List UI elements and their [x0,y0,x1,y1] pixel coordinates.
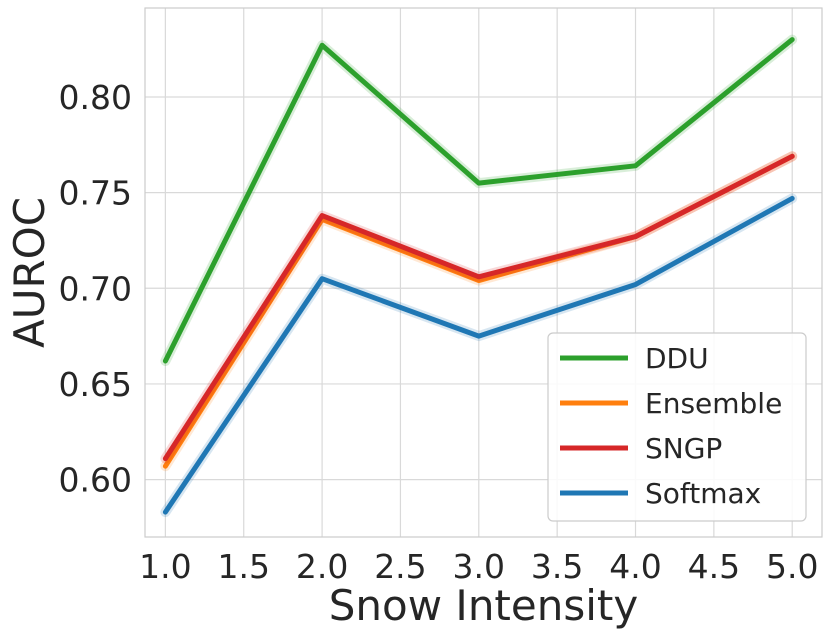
legend-label-sngp: SNGP [645,432,722,465]
series-line-ddu [162,37,795,364]
legend-box [547,332,807,522]
x-tick-label: 3.0 [453,547,505,586]
legend-label-ensemble: Ensemble [645,387,782,420]
x-tick-label: 5.0 [766,547,818,586]
y-tick-label: 0.70 [59,269,132,308]
legend: DDU Ensemble SNGP Softmax [547,332,807,522]
y-axis-label: AUROC [5,197,54,348]
x-tick-label: 4.5 [688,547,740,586]
x-tick-labels: 1.0 1.5 2.0 2.5 3.0 3.5 4.0 4.5 5.0 [139,547,818,586]
x-tick-label: 2.5 [374,547,426,586]
x-tick-label: 1.0 [139,547,191,586]
series-line-softmax [162,195,795,515]
legend-label-ddu: DDU [645,342,709,375]
x-tick-label: 2.0 [296,547,348,586]
grid [145,8,822,537]
y-tick-label: 0.60 [59,461,132,500]
x-tick-label: 3.5 [531,547,583,586]
y-tick-label: 0.80 [59,78,132,117]
y-tick-label: 0.75 [59,174,132,213]
y-tick-labels: 0.60 0.65 0.70 0.75 0.80 [59,78,132,500]
x-axis-label: Snow Intensity [329,581,638,630]
x-tick-label: 4.0 [609,547,661,586]
y-tick-label: 0.65 [59,365,132,404]
plot-frame [144,7,823,538]
legend-label-softmax: Softmax [645,477,761,510]
x-tick-label: 1.5 [217,547,269,586]
series-line-sngp [162,153,795,462]
series-lines [160,34,798,518]
